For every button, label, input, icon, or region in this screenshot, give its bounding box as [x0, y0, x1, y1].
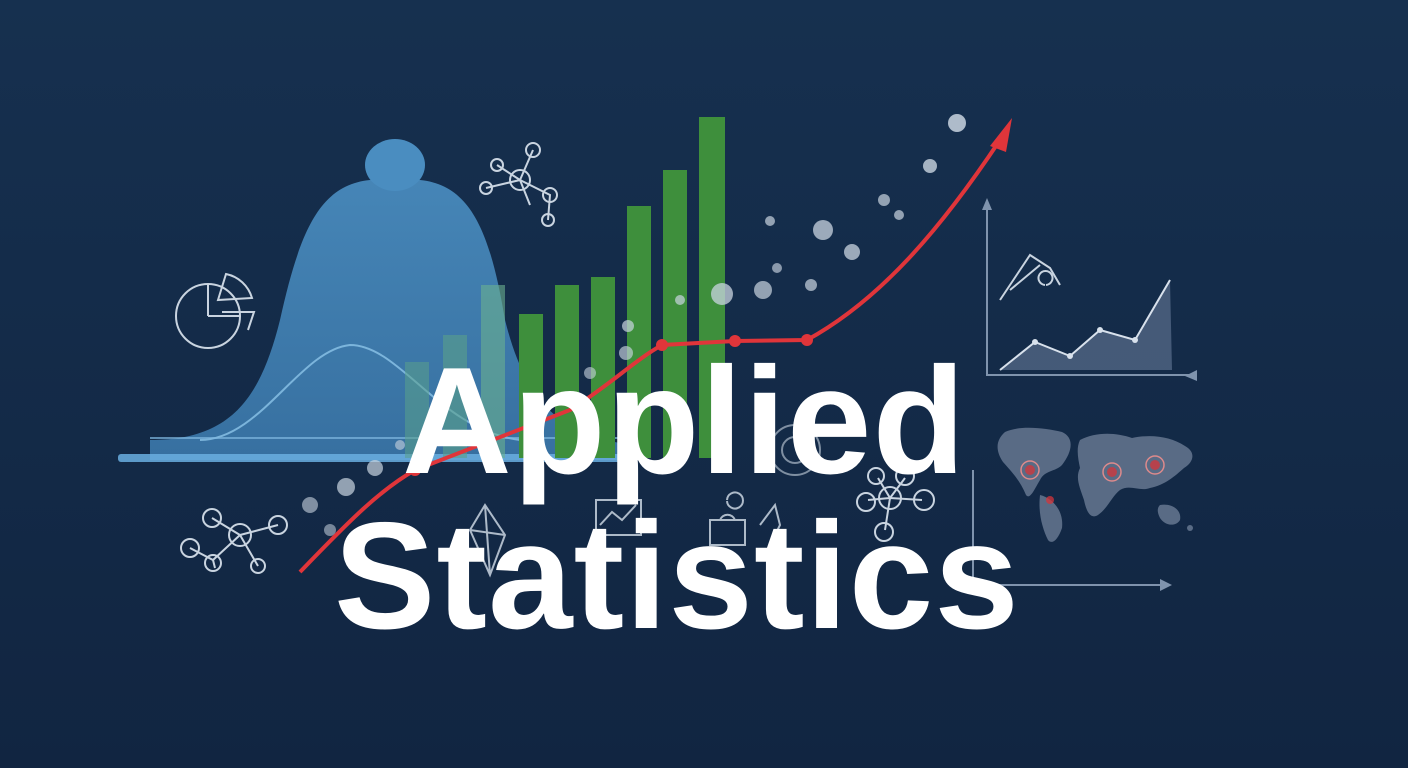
network-icon-bottom	[180, 508, 288, 574]
title-line-2: Statistics	[334, 491, 1020, 661]
lower-axes	[972, 470, 1172, 591]
geometry-icon	[468, 424, 821, 578]
title-line-1: Applied	[402, 336, 967, 506]
scatter-dots	[302, 114, 966, 536]
bell-curve-graphic	[118, 139, 640, 462]
molecule-icon	[856, 466, 935, 542]
trend-arrow-graphic	[298, 118, 1012, 574]
area-chart-icon	[982, 198, 1197, 381]
network-icon	[479, 142, 558, 227]
bar-chart-graphic	[405, 117, 725, 458]
pie-chart-icon	[175, 272, 256, 349]
world-map-icon	[997, 427, 1193, 542]
